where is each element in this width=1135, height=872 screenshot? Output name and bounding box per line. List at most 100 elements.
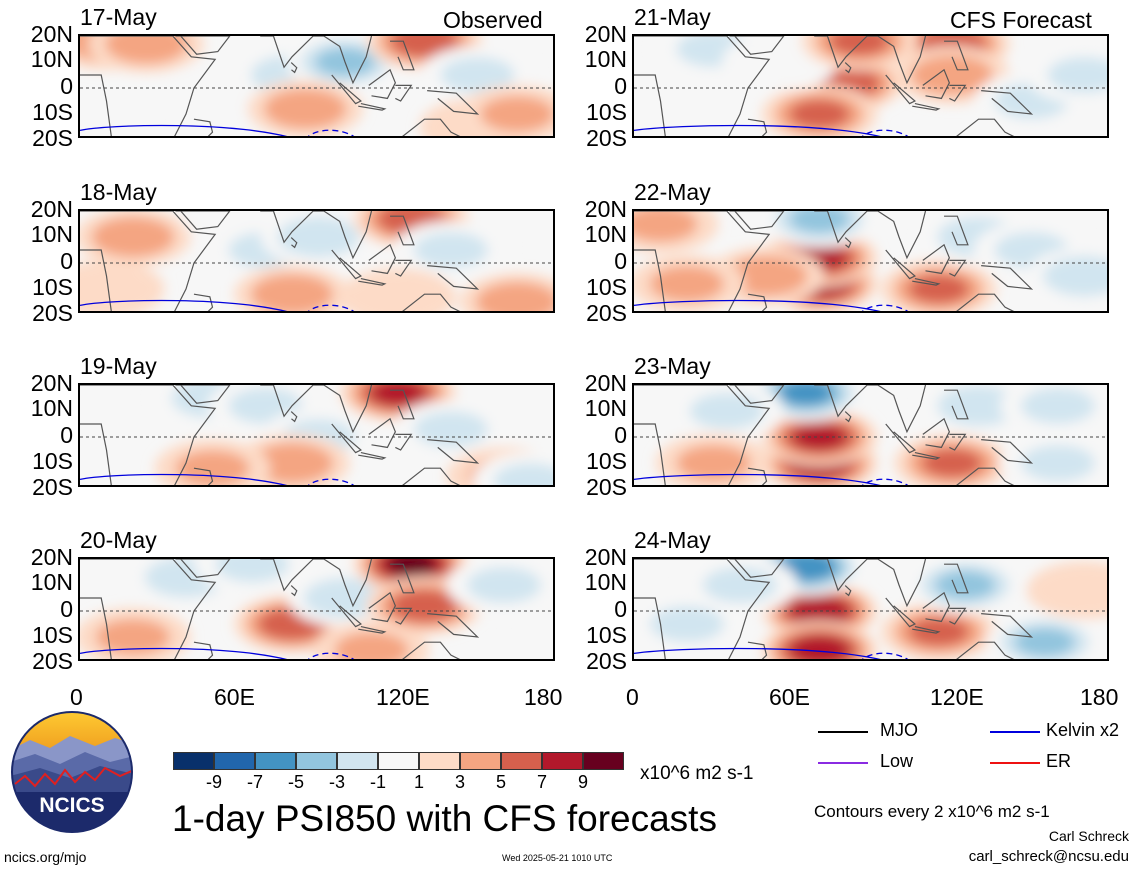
lat-tick-label: 10N xyxy=(30,395,73,421)
coastline xyxy=(390,215,415,246)
coastline xyxy=(260,211,373,260)
legend-er-label: ER xyxy=(1046,751,1072,771)
colorbar-swatch xyxy=(337,752,378,770)
psi-anomaly-cell xyxy=(703,567,777,603)
lon-tick-label: 0 xyxy=(626,684,639,710)
coastline xyxy=(331,74,362,105)
lon-tick-label: 120E xyxy=(930,684,984,710)
psi850-map xyxy=(634,36,1107,136)
coastline xyxy=(260,559,373,608)
coastline xyxy=(358,103,387,111)
psi-anomaly-cell xyxy=(414,232,488,268)
psi-anomaly-cell xyxy=(91,216,175,258)
psi-anomaly-cell xyxy=(480,96,553,132)
map-panel-17-may xyxy=(78,34,555,138)
map-panel-24-may xyxy=(632,557,1109,661)
coastline xyxy=(949,259,967,277)
psi850-map xyxy=(80,211,553,311)
coastline xyxy=(729,385,785,404)
lon-tick-label: 60E xyxy=(214,684,255,710)
psi-anomaly-cell xyxy=(1021,445,1095,481)
psi850-map xyxy=(634,559,1107,659)
lat-tick-label: 20N xyxy=(30,21,73,47)
kelvin-contour xyxy=(634,473,881,485)
coastline xyxy=(331,249,362,280)
lat-tick-label: 10N xyxy=(30,221,73,247)
kelvin-contour xyxy=(634,299,881,311)
colorbar-swatch xyxy=(542,752,583,770)
coastline xyxy=(368,243,397,275)
psi-anomaly-cell xyxy=(789,596,850,626)
kelvin-contour xyxy=(80,299,288,311)
coastline xyxy=(956,293,1015,311)
psi-anomaly-cell xyxy=(303,577,387,619)
colorbar-swatch xyxy=(173,752,214,770)
colorbar-swatch xyxy=(460,752,501,770)
psi-anomaly-cell xyxy=(390,589,459,623)
psi-anomaly-cell xyxy=(937,385,1020,426)
coastline xyxy=(395,259,413,277)
lat-tick-label: 10N xyxy=(584,46,627,72)
coastline xyxy=(729,36,785,55)
coastline xyxy=(402,467,461,485)
panel-date-label: 23-May xyxy=(634,353,711,379)
coastline xyxy=(634,385,771,485)
legend-er-line xyxy=(990,762,1040,764)
lat-tick-label: 20N xyxy=(30,544,73,570)
psi-anomaly-cell xyxy=(650,606,724,642)
timestamp: Wed 2025-05-21 1010 UTC xyxy=(502,853,613,863)
coastline xyxy=(912,626,941,634)
panel-date-label: 22-May xyxy=(634,179,711,205)
coastline xyxy=(912,278,941,286)
psi-anomaly-cell xyxy=(1026,561,1107,620)
coastline xyxy=(885,74,916,105)
coastline xyxy=(80,385,217,485)
coastline xyxy=(981,265,1034,290)
psi-anomaly-cell xyxy=(467,567,541,603)
psi-anomaly-cell xyxy=(789,635,850,659)
lat-tick-label: 10S xyxy=(586,448,627,474)
map-panel-21-may xyxy=(632,34,1109,138)
coastline xyxy=(331,423,362,454)
coastline xyxy=(747,467,768,485)
logo-graphic: NCICS xyxy=(11,711,133,833)
colorbar-tick-label: -3 xyxy=(328,772,345,792)
psi-anomaly-cell xyxy=(779,385,833,406)
coastline xyxy=(949,84,967,102)
psi-anomaly-cell xyxy=(689,393,764,429)
map-panel-19-may xyxy=(78,383,555,487)
lat-tick-label: 10N xyxy=(584,395,627,421)
coastline xyxy=(402,641,461,659)
coastline xyxy=(390,40,415,71)
psi850-map xyxy=(634,211,1107,311)
coastline xyxy=(193,118,214,136)
coastline xyxy=(427,90,480,115)
coastline xyxy=(368,591,397,623)
coastline xyxy=(634,559,771,659)
lat-tick-label: 10N xyxy=(584,221,627,247)
psi850-map xyxy=(634,385,1107,485)
coastline xyxy=(981,613,1034,638)
lat-tick-label: 10S xyxy=(586,99,627,125)
psi-anomaly-cell xyxy=(215,559,290,583)
logo-text: NCICS xyxy=(39,794,104,817)
lat-tick-label: 20N xyxy=(584,544,627,570)
coastline xyxy=(949,607,967,625)
colorbar-swatch xyxy=(583,752,624,770)
coastline xyxy=(944,389,969,420)
coastline xyxy=(981,439,1034,464)
colorbar-swatch xyxy=(296,752,337,770)
lat-tick-label: 20N xyxy=(30,370,73,396)
colorbar-tick-label: -7 xyxy=(246,772,263,792)
coastline xyxy=(175,36,231,55)
psi850-map xyxy=(80,36,553,136)
coastline xyxy=(885,249,916,280)
psi-anomaly-cell xyxy=(908,274,969,304)
site-url: ncics.org/mjo xyxy=(4,849,87,865)
page-title: 1-day PSI850 with CFS forecasts xyxy=(172,798,717,839)
psi-anomaly-cell xyxy=(250,442,334,484)
lat-tick-label: 10N xyxy=(30,569,73,595)
lat-tick-label: 10N xyxy=(30,46,73,72)
psi-anomaly-cell xyxy=(250,274,334,311)
psi-anomaly-cell xyxy=(789,211,850,234)
